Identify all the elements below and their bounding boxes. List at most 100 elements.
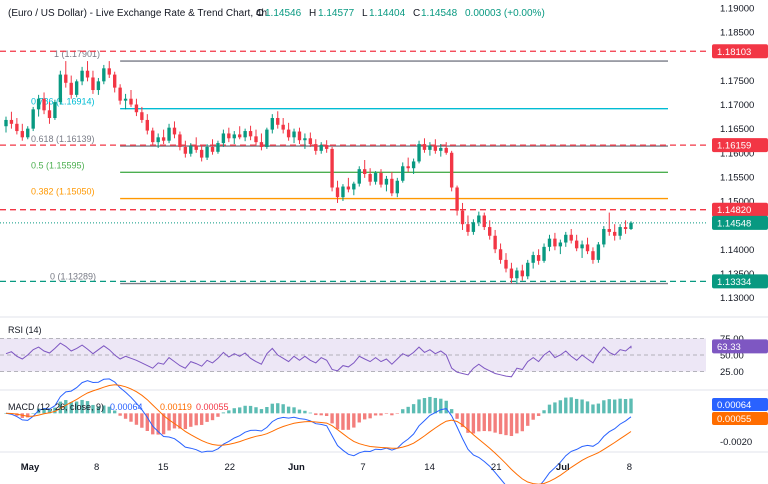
price-tick-label: 1.13000 (720, 293, 754, 304)
candle-body (357, 169, 361, 184)
candle-body (303, 138, 307, 141)
time-axis-label: 21 (491, 462, 502, 473)
candle-body (199, 149, 204, 158)
macd-histogram-bar (80, 399, 84, 414)
candle-body (341, 186, 345, 198)
macd-histogram-bar (254, 407, 258, 414)
candle-body (205, 146, 209, 158)
macd-histogram-bar (352, 413, 356, 428)
rsi-value-badge-label: 63.33 (717, 342, 741, 353)
candle-body (292, 131, 296, 138)
macd-histogram-bar (422, 398, 427, 414)
macd-histogram-bar (346, 413, 351, 430)
candle-body (520, 270, 524, 277)
macd-histogram-bar (460, 413, 465, 428)
macd-histogram-bar (585, 401, 590, 414)
candle-body (422, 144, 427, 150)
macd-histogram-bar (330, 413, 334, 424)
candle-body (297, 131, 302, 141)
macd-histogram-bar (319, 413, 323, 416)
candle-body (107, 68, 111, 75)
candle-body (607, 229, 611, 232)
macd-histogram-bar (248, 405, 253, 414)
macd-histogram-bar (216, 413, 220, 417)
rsi-tick-label: 50.00 (720, 351, 744, 362)
macd-histogram-bar (64, 400, 68, 414)
price-tick-label: 1.14000 (720, 245, 754, 256)
candle-body (346, 186, 351, 190)
macd-histogram-bar (172, 413, 177, 429)
macd-histogram-bar (140, 413, 144, 428)
candle-body (74, 81, 79, 95)
macd-histogram-bar (580, 399, 584, 414)
candle-body (183, 146, 188, 154)
macd-histogram-bar (417, 399, 421, 414)
price-level-badge (712, 44, 768, 59)
rsi-value-badge (712, 339, 768, 354)
candle-body (42, 98, 46, 111)
candle-body (151, 130, 155, 143)
macd-histogram-bar (123, 413, 128, 419)
candle-body (210, 146, 215, 152)
macd-histogram-bar (102, 405, 106, 414)
macd-histogram-bar (574, 398, 579, 414)
candle-body (330, 148, 334, 188)
macd-histogram-bar (74, 401, 79, 414)
time-axis-label: 8 (627, 462, 632, 473)
fib-level-label: 0.786 (1.16914) (31, 97, 95, 107)
candle-body (216, 143, 220, 152)
macd-histogram-bar (509, 413, 514, 437)
macd-histogram-bar (281, 404, 285, 414)
candle-body (118, 87, 122, 101)
macd-histogram-bar (232, 408, 236, 414)
candle-body (547, 238, 552, 247)
macd-inline-value: 0.00119 (160, 402, 192, 412)
candle-body (623, 227, 628, 230)
fib-level-label: 0.618 (1.16139) (31, 134, 95, 144)
candle-body (4, 119, 8, 127)
time-axis-label: Jul (556, 462, 570, 473)
candle-body (96, 81, 101, 91)
candle-body (553, 238, 557, 247)
candle-body (428, 145, 432, 150)
macd-tick-label: -0.0020 (720, 437, 752, 448)
last-price-badge-label: 1.14548 (717, 218, 751, 229)
candle-body (227, 133, 231, 139)
candle-body (569, 234, 573, 241)
macd-histogram-bar (504, 413, 508, 436)
candle-body (585, 244, 590, 252)
time-axis-label: May (21, 462, 40, 473)
macd-histogram-bar (526, 413, 530, 426)
price-level-badge (712, 138, 768, 153)
macd-histogram-bar (477, 413, 481, 432)
macd-histogram-bar (542, 410, 546, 414)
price-tick-label: 1.16000 (720, 148, 754, 159)
candle-body (406, 166, 410, 169)
candle-body (488, 227, 492, 236)
macd-signal-badge-label: 0.00055 (717, 414, 751, 425)
candle-body (411, 161, 416, 169)
fib-level-label: 0.382 (1.15050) (31, 187, 95, 197)
macd-histogram-bar (96, 406, 101, 414)
macd-histogram-bar (113, 410, 117, 414)
ohlc-open-value: 1.14546 (265, 8, 302, 19)
macd-histogram-bar (553, 402, 557, 414)
macd-histogram-bar (536, 413, 541, 416)
candle-body (194, 145, 198, 150)
candle-body (504, 259, 508, 269)
fib-level-label: 0 (1.13289) (50, 272, 96, 282)
rsi-line (5, 342, 632, 378)
macd-histogram-bar (493, 413, 497, 433)
rsi-label: RSI (14) (8, 325, 42, 335)
candle-body (167, 127, 171, 141)
candle-body (276, 118, 280, 125)
candle-body (129, 98, 133, 105)
macd-histogram-bar (42, 408, 46, 414)
macd-histogram-bar (324, 413, 329, 416)
macd-histogram-bar (335, 413, 340, 430)
candle-body (53, 102, 57, 119)
macd-histogram-bar (189, 413, 193, 427)
candle-body (515, 270, 519, 279)
macd-histogram-bar (498, 413, 503, 435)
